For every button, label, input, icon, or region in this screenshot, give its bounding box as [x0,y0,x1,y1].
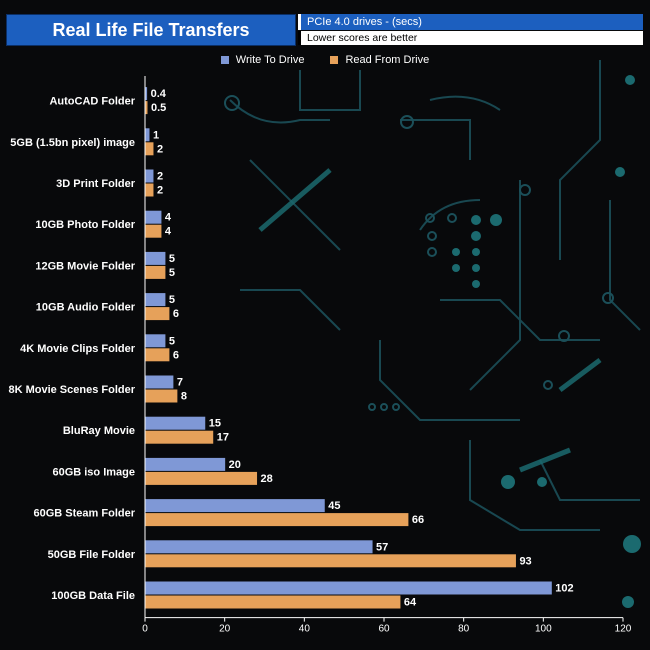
bar-read [145,265,166,279]
value-label-read: 2 [157,185,163,197]
bar-write [145,416,206,430]
bar-write [145,210,162,224]
legend-label-write: Write To Drive [235,54,305,66]
bar-read [145,471,258,485]
category-label: 10GB Audio Folder [36,302,136,314]
value-label-read: 6 [173,349,179,361]
legend: Write To Drive Read From Drive [0,52,650,68]
x-tick-label: 0 [142,624,148,635]
bar-read [145,430,214,444]
bar-read [145,183,154,197]
category-label: 4K Movie Clips Folder [20,343,136,355]
value-label-write: 15 [209,418,221,430]
bar-read [145,595,401,609]
legend-label-read: Read From Drive [345,54,430,66]
value-label-write: 45 [328,500,340,512]
x-tick-label: 80 [458,624,470,635]
bar-write [145,169,154,183]
legend-item-read: Read From Drive [330,54,429,66]
category-label: 60GB iso Image [52,466,135,478]
category-label: 10GB Photo Folder [35,219,135,231]
bar-read [145,513,409,527]
value-label-read: 2 [157,143,163,155]
x-tick-label: 60 [378,624,390,635]
value-label-read: 66 [412,514,424,526]
bar-write [145,581,552,595]
chart-title: Real Life File Transfers [52,19,250,40]
category-label: BluRay Movie [63,425,135,437]
value-label-read: 5 [169,267,175,279]
chart-subtitle: PCIe 4.0 drives - (secs) [298,14,643,30]
legend-swatch-write [220,56,229,64]
category-label: 12GB Movie Folder [35,260,135,272]
chart-note: Lower scores are better [298,31,643,45]
value-label-write: 4 [165,212,172,224]
bar-write [145,499,325,513]
bar-write [145,87,148,101]
category-label: 50GB File Folder [48,549,136,561]
bar-write [145,457,226,471]
value-label-read: 6 [173,308,179,320]
bar-read [145,101,148,115]
bar-read [145,142,154,156]
bar-write [145,293,166,307]
value-label-write: 5 [169,335,175,347]
category-label: 8K Movie Scenes Folder [8,384,135,396]
value-label-write: 57 [376,541,388,553]
bar-read [145,307,170,321]
value-label-read: 64 [404,597,417,609]
bar-write [145,128,150,142]
value-label-read: 93 [519,555,531,567]
value-label-write: 5 [169,294,175,306]
bar-write [145,334,166,348]
value-label-read: 0.5 [151,102,166,114]
value-label-write: 2 [157,171,163,183]
bar-write [145,540,373,554]
category-label: AutoCAD Folder [49,96,135,108]
bar-read [145,348,170,362]
value-label-write: 7 [177,377,183,389]
x-tick-label: 40 [299,624,311,635]
value-label-write: 102 [555,583,573,595]
value-label-read: 28 [261,473,273,485]
title-box: Real Life File Transfers [6,14,296,46]
category-label: 3D Print Folder [56,178,136,190]
value-label-write: 0.4 [151,88,167,100]
category-label: 60GB Steam Folder [34,508,136,520]
bar-read [145,554,516,568]
category-label: 5GB (1.5bn pixel) image [10,137,135,149]
value-label-read: 4 [165,226,172,238]
value-label-read: 17 [217,432,229,444]
bar-write [145,251,166,265]
x-tick-label: 100 [535,624,552,635]
bar-read [145,389,178,403]
value-label-write: 1 [153,129,159,141]
bar-read [145,224,162,238]
value-label-write: 5 [169,253,175,265]
x-tick-label: 20 [219,624,231,635]
bar-write [145,375,174,389]
legend-item-write: Write To Drive [220,54,305,66]
value-label-write: 20 [229,459,241,471]
value-label-read: 8 [181,391,187,403]
legend-swatch-read [330,56,339,64]
x-tick-label: 120 [615,624,632,635]
category-label: 100GB Data File [51,590,135,602]
